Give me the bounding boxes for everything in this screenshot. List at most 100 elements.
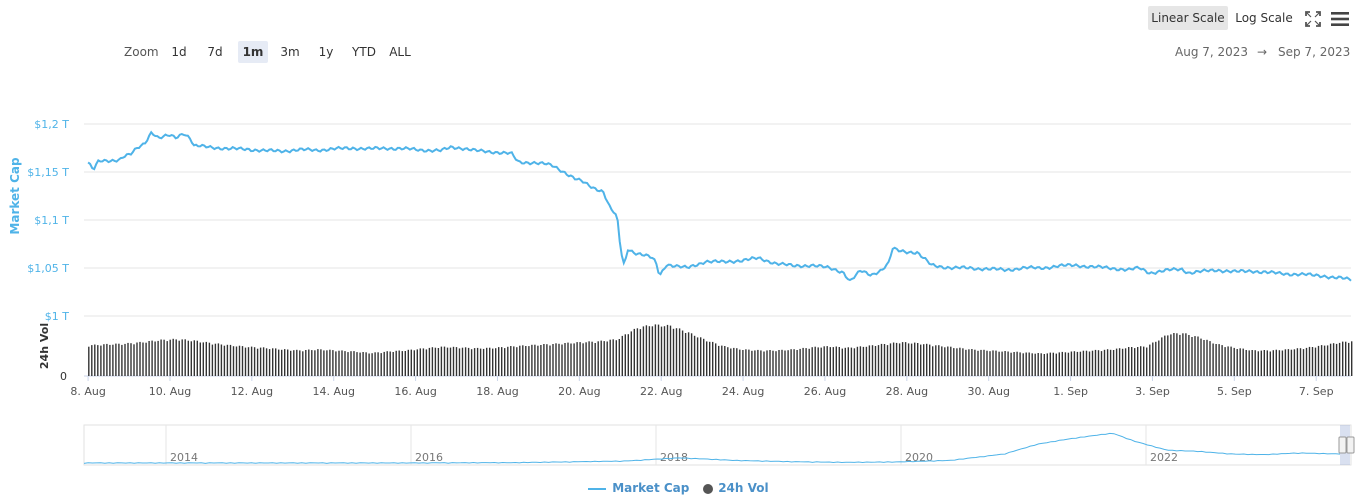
x-tick-label: 22. Aug [640,385,682,398]
volume-bar [715,343,717,376]
volume-bar [157,340,159,376]
hamburger-menu-icon[interactable] [1330,10,1352,28]
volume-bar [377,352,379,376]
volume-bar [1179,334,1181,376]
volume-bar [486,347,488,376]
legend-volume[interactable]: 24h Vol [702,481,769,495]
volume-bar [920,344,922,376]
volume-bar [618,339,620,376]
volume-bar [401,351,403,376]
volume-bar [1140,346,1142,376]
volume-bar [208,342,211,376]
volume-bar [1025,352,1027,376]
volume-bar [211,344,214,376]
y2-tick-label: 0 [60,370,67,383]
market-cap-series [87,130,1352,282]
volume-bar [525,346,527,376]
volume-bar [1167,335,1169,376]
volume-bar [422,348,425,376]
volume-bar [1161,337,1163,376]
volume-bar [1242,348,1244,376]
volume-bar [543,344,545,376]
x-tick-label: 20. Aug [558,385,600,398]
volume-bar [681,330,684,376]
y-axis: $1,2 T $1,15 T $1,1 T $1,05 T $1 T 0 [27,118,69,383]
volume-bar [1257,351,1259,376]
x-tick-label: 14. Aug [312,385,354,398]
volume-bar [1188,335,1190,376]
volume-bar [1275,349,1277,376]
volume-bar [311,350,313,376]
volume-bar [133,344,135,376]
volume-bar [1103,349,1106,376]
zoom-all-button[interactable]: ALL [389,45,411,59]
volume-bar [778,350,780,376]
zoom-ytd-button[interactable]: YTD [352,45,376,59]
volume-bar [609,339,611,376]
volume-bar [1143,346,1145,376]
volume-bar [1281,350,1284,376]
volume-bar [760,350,762,376]
volume-bar [220,344,223,376]
volume-bar [323,350,325,376]
volume-bar [115,343,117,376]
log-scale-button[interactable]: Log Scale [1235,11,1293,25]
expand-icon[interactable] [1303,9,1323,29]
volume-bar [636,328,639,376]
volume-bar [100,345,102,376]
volume-bar [178,340,180,376]
volume-bar [1203,340,1205,376]
volume-bar [832,347,834,376]
volume-bar [895,342,898,376]
volume-bar [980,349,982,376]
zoom-7d-button[interactable]: 7d [207,45,223,59]
volume-bar [531,344,533,376]
volume-bar [413,350,415,376]
navigator-handle[interactable] [1338,436,1347,454]
volume-bar [410,349,412,376]
volume-bar [917,343,919,376]
volume-bar [359,352,361,376]
zoom-1d-button[interactable]: 1d [171,45,187,59]
volume-bar [678,328,681,376]
zoom-3m-button[interactable]: 3m [280,45,300,59]
volume-bar [1305,347,1308,376]
legend-market-cap[interactable]: Market Cap [588,481,689,495]
navigator-frame[interactable] [83,424,1352,466]
volume-bar [968,349,970,376]
navigator-year-label: 2018 [660,451,688,464]
volume-bar [672,328,675,376]
volume-bar [452,346,455,376]
volume-bar [645,325,648,376]
volume-bar [612,339,614,376]
volume-bar [1182,333,1184,376]
volume-bar [281,349,283,376]
volume-bar [706,341,708,376]
volume-bar [826,346,828,376]
volume-bar [657,324,660,376]
zoom-1m-button[interactable]: 1m [238,41,268,63]
linear-scale-button[interactable]: Linear Scale [1148,6,1228,30]
volume-bar [290,350,292,376]
zoom-1y-button[interactable]: 1y [318,45,334,59]
volume-bar [193,340,195,376]
navigator-handle[interactable] [1346,436,1355,454]
volume-bar [386,351,388,376]
volume-bar [914,342,916,376]
volume-bar [507,346,509,376]
volume-bar [766,350,768,376]
volume-bar [591,341,593,376]
volume-bar [407,349,409,376]
volume-bar [479,348,482,376]
volume-bar [154,341,156,376]
volume-bar [721,345,723,376]
volume-bar [1037,353,1039,376]
volume-bar [953,348,955,376]
volume-bar [781,349,783,376]
volume-bar [278,349,280,376]
volume-bar [1019,352,1021,376]
volume-bar [1013,352,1015,376]
volume-bar [802,347,804,376]
volume-bar [449,347,452,376]
volume-bar [341,350,343,376]
